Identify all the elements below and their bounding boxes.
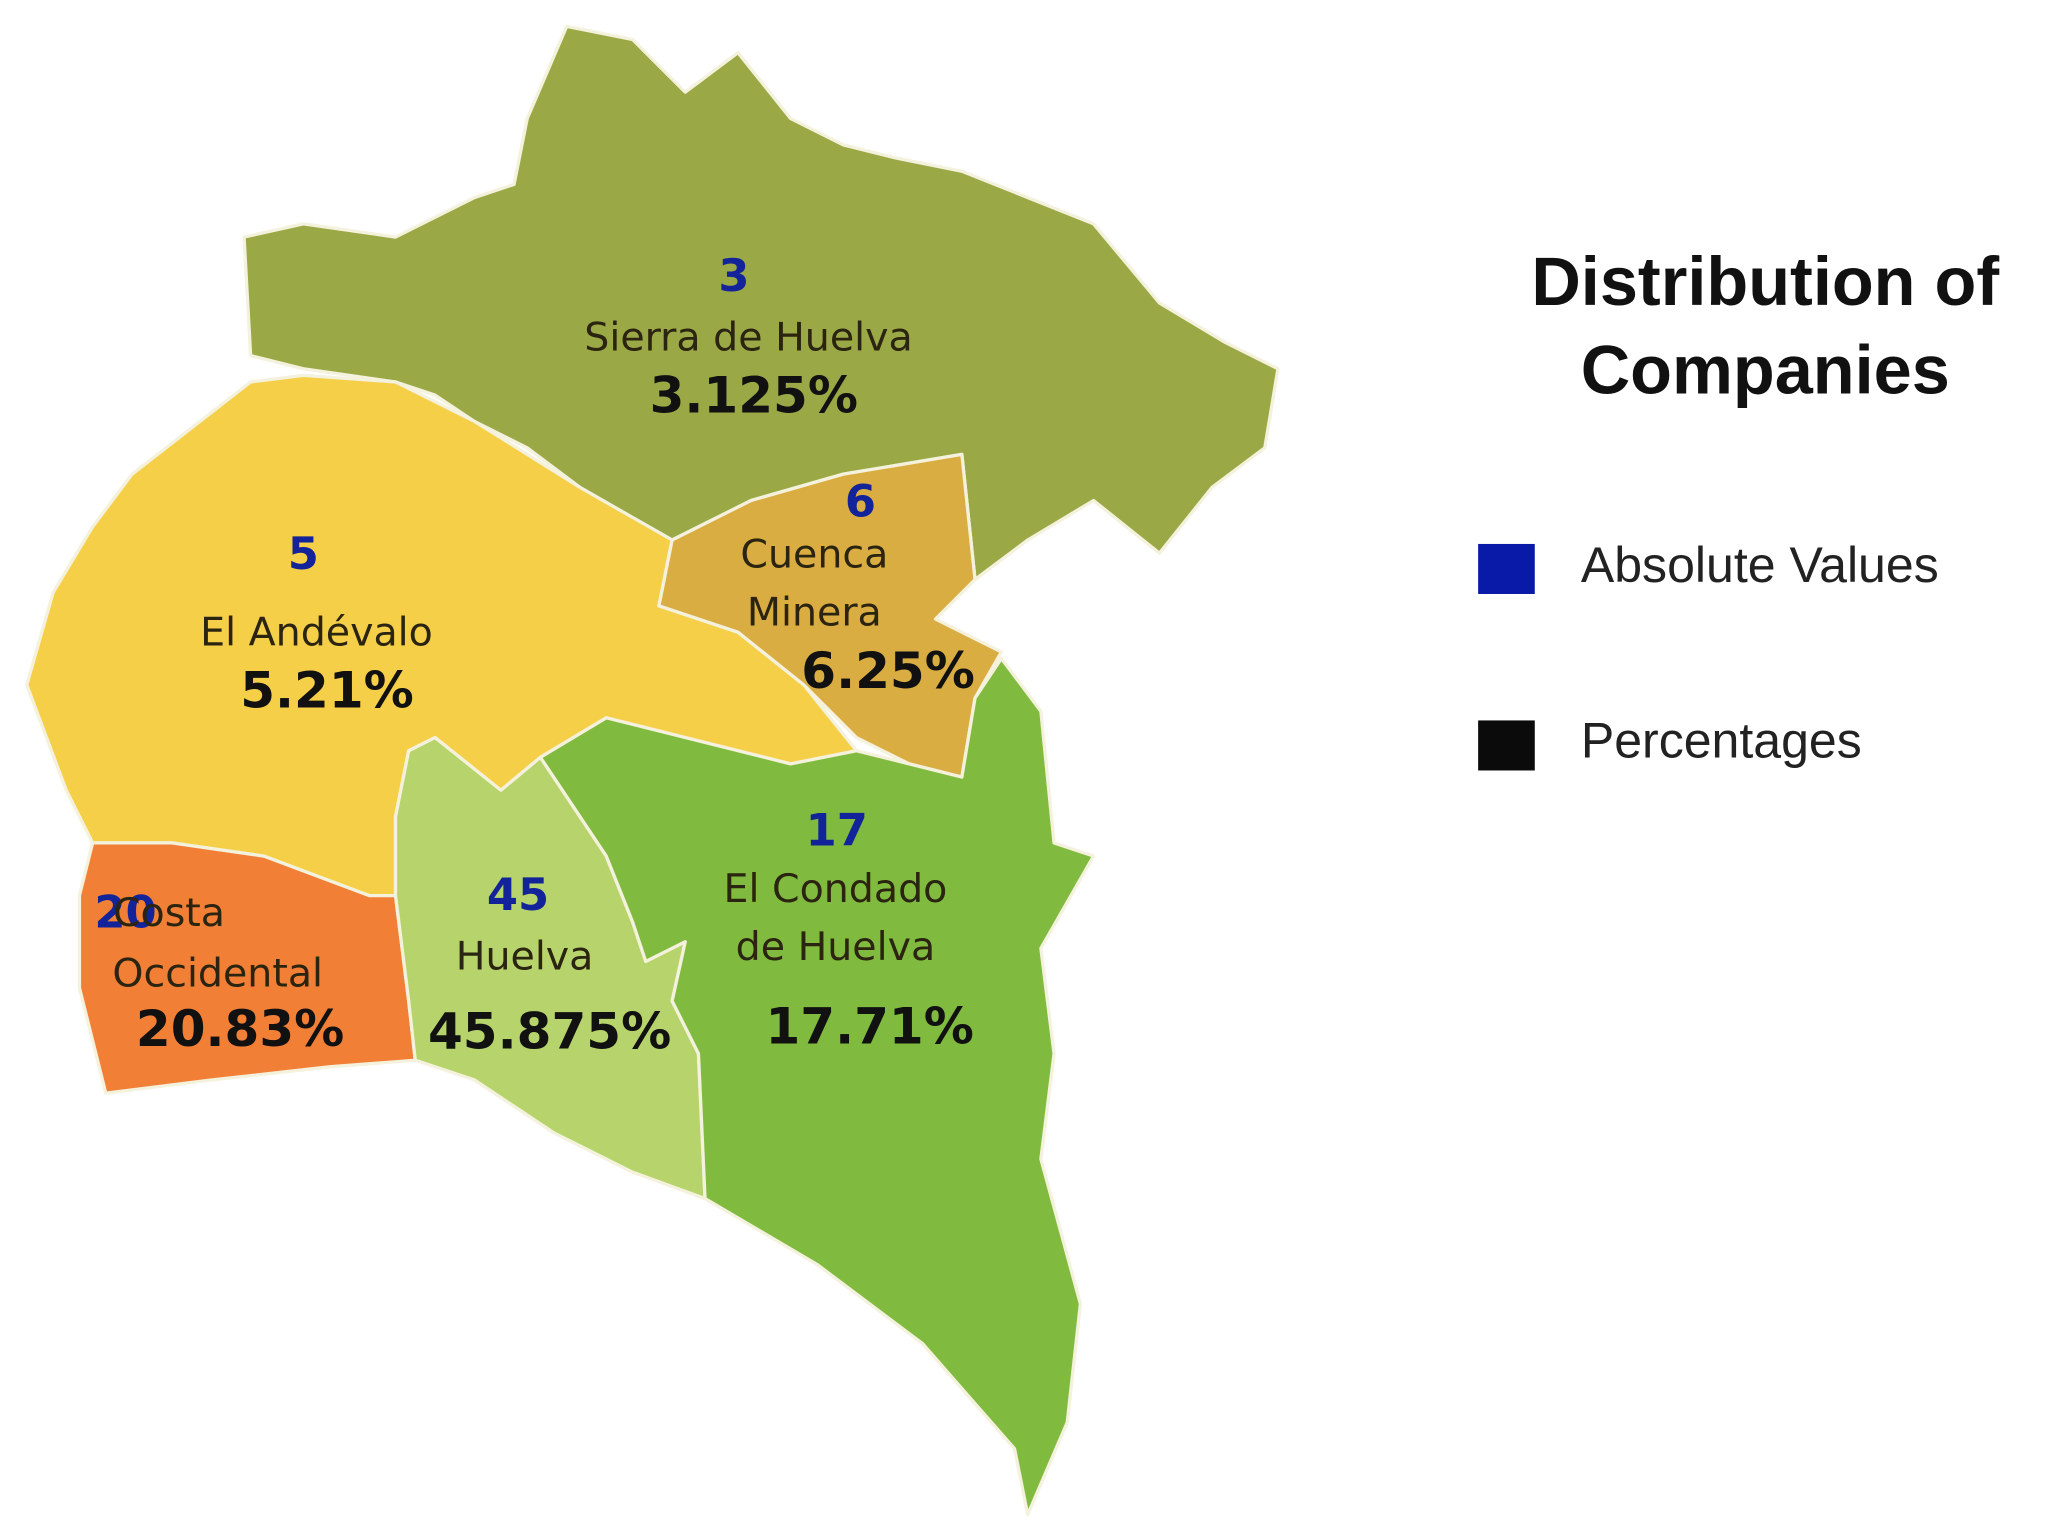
region-count: 5 — [288, 527, 319, 580]
region-count: 3 — [718, 249, 749, 302]
region-name: Costa — [113, 890, 225, 936]
region-name: Minera — [747, 590, 882, 636]
region-name: El Condado — [724, 866, 948, 912]
legend-label: Absolute Values — [1581, 537, 1939, 593]
legend-label: Percentages — [1581, 712, 1862, 768]
region-labels: 3 Sierra de Huelva 3.125% 6 Cuenca Minera 6.25… — [94, 249, 975, 1060]
region-percent: 3.125% — [650, 367, 858, 425]
region-percent: 45.875% — [428, 1003, 671, 1061]
region-name: El Andévalo — [200, 609, 433, 655]
region-count: 6 — [845, 474, 876, 527]
title-line: Companies — [1581, 331, 1950, 408]
region-name: Cuenca — [740, 532, 888, 578]
title-line: Distribution of — [1531, 243, 1999, 320]
region-percent: 20.83% — [136, 1000, 344, 1058]
region-percent: 17.71% — [765, 997, 973, 1055]
region-name: Sierra de Huelva — [584, 314, 912, 360]
region-percent: 5.21% — [240, 662, 414, 720]
region-percent: 6.25% — [801, 642, 975, 700]
region-name: Occidental — [112, 950, 323, 996]
region-sierra-de-huelva — [242, 24, 1280, 582]
region-count: 20 — [94, 885, 156, 938]
region-el-condado — [538, 656, 1096, 1517]
region-name: de Huelva — [736, 924, 936, 970]
region-count: 17 — [806, 804, 868, 857]
legend-swatch — [1478, 720, 1535, 771]
map — [25, 24, 1280, 1517]
region-count: 45 — [487, 868, 549, 921]
region-name: Huelva — [456, 933, 594, 979]
legend-swatch — [1478, 543, 1535, 594]
